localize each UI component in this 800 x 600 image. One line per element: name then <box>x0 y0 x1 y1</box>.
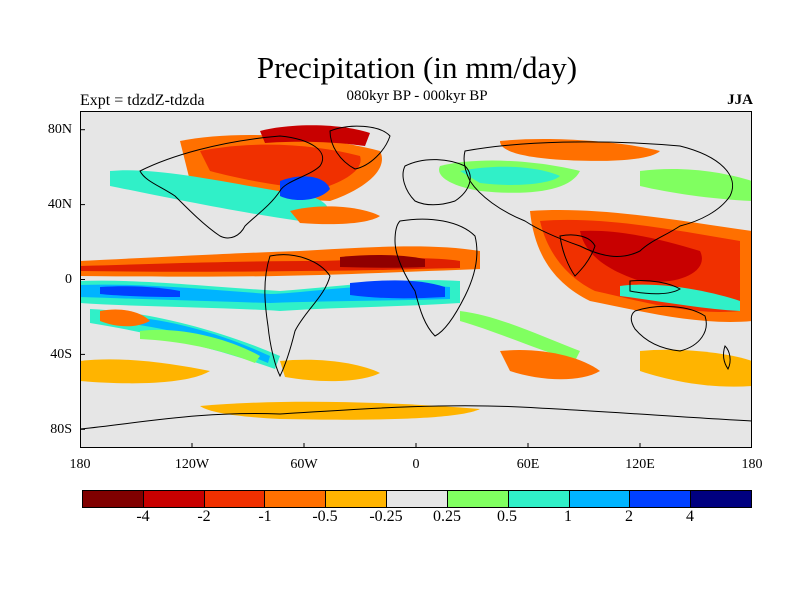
colorbar-label: 2 <box>625 508 633 525</box>
coast-europe <box>402 159 471 206</box>
colorbar-box <box>83 491 144 507</box>
coast-asia <box>463 141 733 257</box>
colorbar-label: -0.5 <box>312 508 338 525</box>
coast-indonesia <box>629 280 681 295</box>
lon-label-180e: 180 <box>741 457 763 472</box>
anomaly-northamerica-dry2 <box>200 144 361 189</box>
anomaly-natlantic-wet <box>110 170 329 221</box>
anomaly-atlantic-core <box>340 254 425 268</box>
coastlines <box>80 125 752 430</box>
anomaly-atlantic-dry <box>290 206 380 225</box>
coast-africa <box>394 218 478 337</box>
map-frame <box>80 111 752 448</box>
colorbar-box <box>447 491 509 507</box>
season-label: JJA <box>727 92 753 108</box>
experiment-label: Expt = tdzdZ-tdzda <box>80 92 205 109</box>
lon-label-180w: 180 <box>69 457 91 472</box>
anomaly-eurasia-wet2 <box>460 166 560 185</box>
anomaly-sh-dry5 <box>100 309 150 327</box>
lon-label-60w: 60W <box>290 457 318 472</box>
colorbar-box <box>143 491 205 507</box>
coast-new-zealand <box>723 345 731 370</box>
lat-label-80n: 80N <box>47 122 72 137</box>
anomaly-sh-dry3 <box>280 359 380 382</box>
colorbar-label: 0.5 <box>497 508 517 525</box>
lat-label-40s: 40S <box>50 347 72 362</box>
anomaly-siberia-dry <box>500 139 660 161</box>
plot-title: Precipitation (in mm/day) <box>256 50 578 85</box>
colorbar-box <box>387 491 448 507</box>
plot-subtitle: 080kyr BP - 000kyr BP <box>346 88 488 104</box>
anomaly-sh-wet-pacific <box>140 329 260 363</box>
colorbar-box <box>508 491 570 507</box>
lon-label-60e: 60E <box>516 457 540 472</box>
anomaly-sh-dry1 <box>500 350 600 380</box>
coast-india <box>559 234 596 277</box>
anomaly-spcz-wet2 <box>120 316 270 363</box>
colorbar-box <box>569 491 631 507</box>
colorbar-box <box>630 491 692 507</box>
colorbar-label: -2 <box>197 508 211 525</box>
colorbar <box>82 490 752 508</box>
anomaly-sindian-wet <box>460 311 580 361</box>
lat-label-eq: 0 <box>65 272 72 287</box>
anomaly-asia-dry-core <box>580 230 702 282</box>
coast-north-america <box>139 135 323 239</box>
colorbar-box <box>204 491 266 507</box>
anomaly-eq-wet-core <box>350 280 445 299</box>
anomaly-greenland-dry <box>260 125 370 146</box>
coast-greenland <box>329 125 391 170</box>
lon-label-0: 0 <box>412 457 420 472</box>
colorbar-label: 1 <box>564 508 572 525</box>
colorbar-box <box>265 491 327 507</box>
coast-antarctica <box>80 405 752 430</box>
colorbar-label: -4 <box>136 508 150 525</box>
anomaly-eastasia-wet <box>640 169 752 201</box>
colorbar-label: 4 <box>686 508 694 525</box>
lon-label-120w: 120W <box>174 457 210 472</box>
colorbar-label: -0.25 <box>369 508 403 525</box>
lat-label-40n: 40N <box>47 197 72 212</box>
colorbar-label: -1 <box>258 508 272 525</box>
anomaly-eq-wet-core2 <box>100 286 180 297</box>
colorbar-label: 0.25 <box>433 508 461 525</box>
coast-australia <box>630 306 707 352</box>
lat-label-80s: 80S <box>50 422 72 437</box>
anomaly-natlantic-wet2 <box>280 176 330 201</box>
colorbar-box <box>691 491 751 507</box>
anomaly-sh-dry2 <box>80 359 210 384</box>
anomaly-maritime-wet <box>620 284 740 311</box>
colorbar-box <box>326 491 388 507</box>
precipitation-map <box>80 111 752 448</box>
lon-label-120e: 120E <box>625 457 655 472</box>
coast-south-america <box>264 254 331 378</box>
